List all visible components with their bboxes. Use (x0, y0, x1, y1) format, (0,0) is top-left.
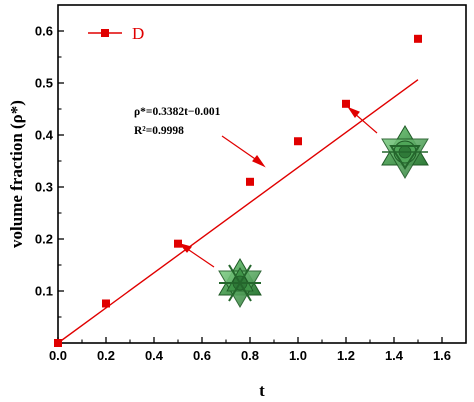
x-tick-label: 1.6 (433, 348, 451, 363)
data-point (54, 339, 62, 347)
legend-marker-d (101, 29, 109, 37)
axis-ticks (57, 30, 443, 343)
x-tick-label: 0.0 (49, 348, 67, 363)
y-tick-labels: 0.1 0.2 0.3 0.4 0.5 0.6 (35, 24, 54, 299)
y-tick-label: 0.6 (35, 24, 53, 39)
x-tick-label: 0.6 (193, 348, 211, 363)
y-axis-label: volume fraction (ρ*) (7, 100, 26, 248)
inset-arrow-lower (178, 242, 215, 268)
legend-label-d: D (132, 24, 144, 43)
data-point (294, 137, 302, 146)
data-point (342, 99, 350, 108)
inset-arrow-upper (347, 106, 378, 134)
data-point (174, 239, 182, 248)
fit-r-squared: R²=0.9998 (134, 125, 184, 137)
x-tick-label: 0.4 (145, 348, 164, 363)
plot-frame (57, 4, 467, 344)
y-tick-label: 0.3 (35, 180, 53, 195)
lattice-structure-icon (218, 258, 262, 308)
fit-equation: ρ*=0.3382t−0.001 (134, 106, 221, 118)
y-tick-label: 0.2 (35, 232, 53, 247)
fit-line (57, 79, 419, 344)
x-axis-label: t (259, 381, 265, 400)
data-markers (54, 34, 422, 347)
x-tick-label: 0.8 (241, 348, 259, 363)
x-tick-label: 1.2 (337, 348, 355, 363)
data-point (414, 34, 422, 43)
data-point (246, 177, 254, 186)
data-point (102, 299, 110, 308)
equation-arrow (221, 135, 266, 168)
legend: D (88, 24, 144, 43)
x-tick-labels: 0.0 0.2 0.4 0.6 0.8 1.0 1.2 1.4 1.6 (49, 348, 451, 363)
lattice-structure-icon (381, 125, 429, 179)
y-tick-label: 0.5 (35, 76, 53, 91)
x-tick-label: 0.2 (97, 348, 115, 363)
x-tick-label: 1.0 (289, 348, 307, 363)
y-tick-label: 0.1 (35, 284, 53, 299)
x-tick-label: 1.4 (385, 348, 404, 363)
y-tick-label: 0.4 (35, 128, 54, 143)
